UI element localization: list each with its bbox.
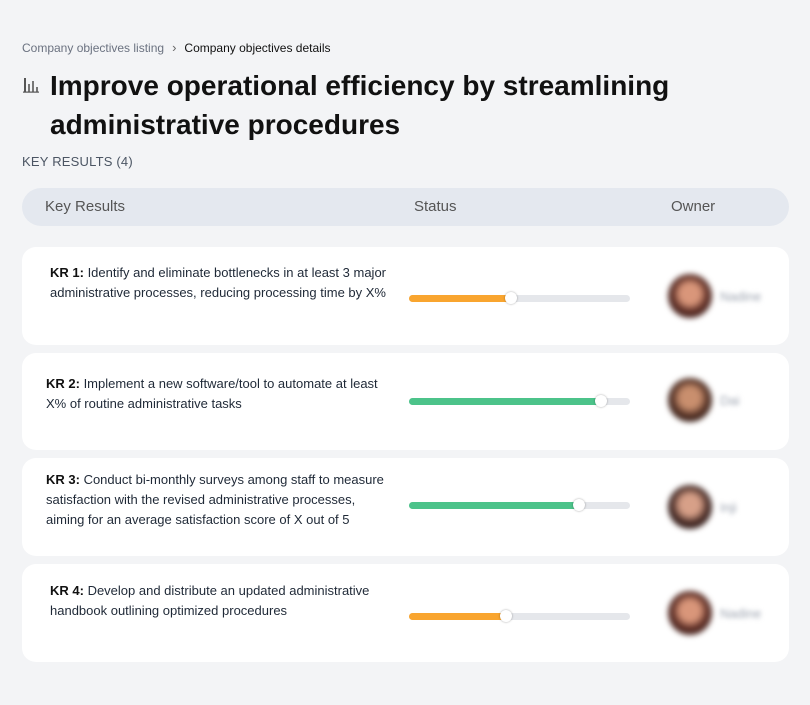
table-header: Key Results Status Owner [22, 188, 789, 226]
avatar [668, 274, 712, 318]
progress-knob [573, 499, 586, 511]
progress-fill [409, 295, 511, 302]
page-title: Improve operational efficiency by stream… [50, 70, 670, 140]
progress-fill [409, 398, 602, 405]
breadcrumb: Company objectives listing › Company obj… [22, 40, 331, 55]
key-result-description: Develop and distribute an updated admini… [50, 583, 370, 618]
key-result-row[interactable]: KR 1: Identify and eliminate bottlenecks… [22, 247, 789, 345]
avatar [668, 485, 712, 529]
key-result-description: Implement a new software/tool to automat… [46, 376, 378, 411]
key-results-count-label: KEY RESULTS (4) [22, 154, 133, 169]
column-header-owner: Owner [671, 198, 716, 215]
bar-chart-icon [23, 78, 39, 93]
key-result-row[interactable]: KR 2: Implement a new software/tool to a… [22, 353, 789, 450]
column-header-key-results: Key Results [45, 198, 126, 215]
owner-name: Inji [720, 499, 737, 515]
breadcrumb-separator: › [172, 40, 177, 55]
key-result-label: KR 1: [50, 265, 84, 280]
progress-fill [409, 613, 507, 620]
key-result-label: KR 4: [50, 583, 84, 598]
key-result-label: KR 2: [46, 376, 80, 391]
owner[interactable]: Nadine [668, 274, 761, 318]
owner[interactable]: Inji [668, 485, 737, 529]
owner[interactable]: Dai [668, 378, 740, 422]
progress-knob [504, 292, 517, 304]
breadcrumb-parent-link[interactable]: Company objectives listing [22, 40, 165, 55]
progress-bar [409, 395, 630, 407]
avatar [668, 378, 712, 422]
owner-name: Nadine [720, 605, 762, 621]
progress-fill [409, 502, 580, 509]
progress-bar [409, 610, 630, 622]
key-result-description: Conduct bi-monthly surveys among staff t… [46, 472, 384, 527]
owner[interactable]: Nadine [668, 591, 761, 635]
progress-knob [595, 395, 608, 407]
key-result-row[interactable]: KR 3: Conduct bi-monthly surveys among s… [22, 458, 789, 556]
key-result-description: Identify and eliminate bottlenecks in at… [50, 265, 387, 300]
key-result-text: KR 3: Conduct bi-monthly surveys among s… [46, 470, 391, 530]
key-result-label: KR 3: [46, 472, 80, 487]
owner-name: Dai [720, 392, 740, 408]
key-result-text: KR 1: Identify and eliminate bottlenecks… [50, 263, 390, 303]
progress-knob [500, 610, 513, 622]
key-result-text: KR 2: Implement a new software/tool to a… [46, 374, 386, 414]
progress-bar [409, 292, 630, 304]
title-block: Improve operational efficiency by stream… [22, 66, 722, 144]
progress-bar [409, 499, 630, 511]
avatar [668, 591, 712, 635]
key-result-text: KR 4: Develop and distribute an updated … [50, 581, 390, 621]
key-result-row[interactable]: KR 4: Develop and distribute an updated … [22, 564, 789, 662]
column-header-status: Status [414, 198, 457, 215]
owner-name: Nadine [720, 288, 762, 304]
breadcrumb-current: Company objectives details [184, 40, 331, 55]
